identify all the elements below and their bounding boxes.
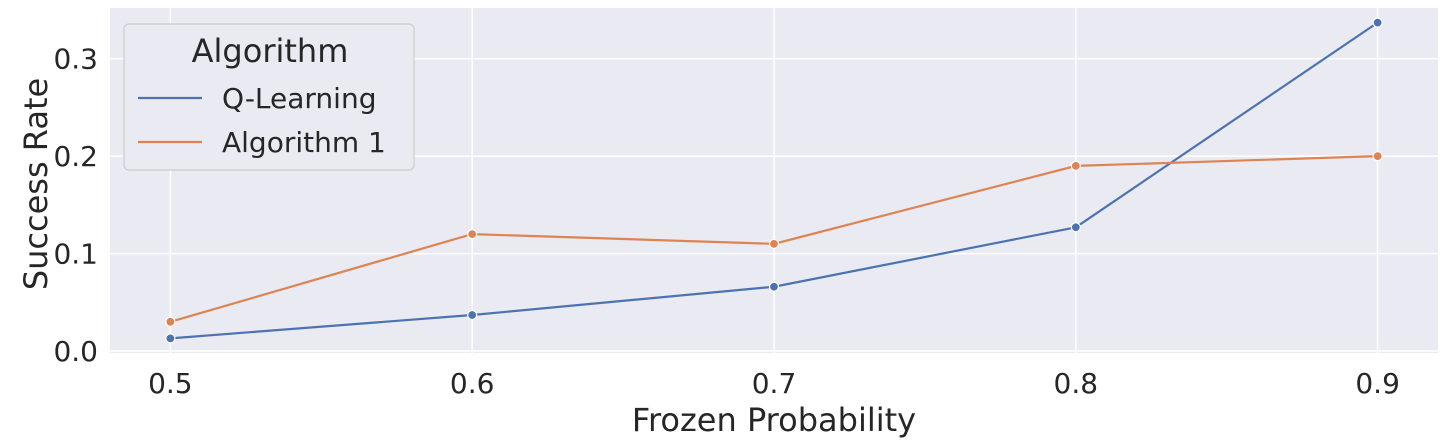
series-layer (165, 17, 1383, 344)
y-tick-label: 0.1 (53, 238, 98, 271)
data-point-q-learning (768, 281, 780, 292)
x-tick-label: 0.7 (752, 367, 797, 400)
data-point-q-learning (467, 309, 478, 321)
x-tick-label: 0.8 (1054, 367, 1099, 400)
data-point-q-learning (165, 333, 176, 344)
legend-label-q-learning: Q-Learning (222, 82, 376, 115)
legend: Algorithm Q-Learning Algorithm 1 (123, 23, 415, 171)
y-tick-label: 0.2 (53, 140, 98, 173)
data-point-algorithm-1 (467, 229, 478, 240)
legend-title: Algorithm (192, 32, 349, 70)
data-point-algorithm-1 (1070, 160, 1081, 171)
data-point-algorithm-1 (1372, 151, 1383, 162)
x-tick-label: 0.6 (450, 367, 495, 400)
series-q-learning (165, 17, 1383, 344)
data-point-algorithm-1 (768, 238, 780, 249)
y-tick-label: 0.0 (53, 335, 98, 368)
y-axis-label: Success Rate (17, 78, 55, 290)
legend-box (123, 23, 415, 171)
data-point-q-learning (1372, 17, 1383, 28)
data-point-q-learning (1070, 222, 1081, 233)
x-axis-ticks: 0.5 0.6 0.7 0.8 0.9 (148, 367, 1400, 400)
x-axis-label: Frozen Probability (632, 401, 916, 439)
y-axis-ticks: 0.0 0.1 0.2 0.3 (53, 43, 98, 368)
series-algorithm-1 (165, 151, 1383, 327)
data-point-algorithm-1 (165, 316, 176, 327)
legend-label-algorithm-1: Algorithm 1 (222, 126, 386, 159)
x-tick-label: 0.5 (148, 367, 193, 400)
y-tick-label: 0.3 (53, 43, 98, 76)
x-tick-label: 0.9 (1355, 367, 1400, 400)
